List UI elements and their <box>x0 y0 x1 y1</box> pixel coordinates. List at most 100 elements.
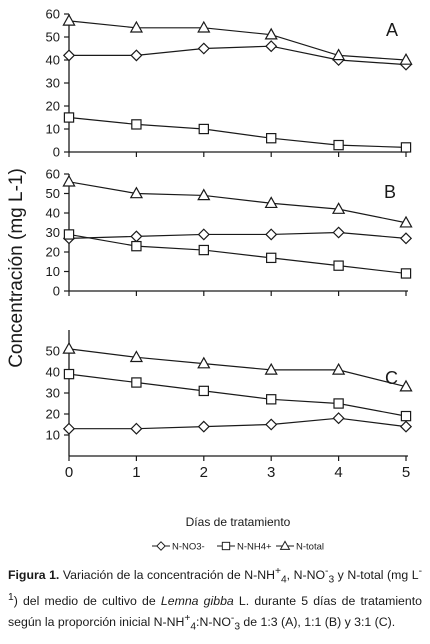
caption-sup: + <box>184 612 191 624</box>
figure-caption: Figura 1. Variación de la concentración … <box>8 563 422 635</box>
x-tick-label: 5 <box>402 464 410 481</box>
y-tick-label: 0 <box>53 145 60 160</box>
diamond-marker-4 <box>332 226 345 239</box>
square-marker-4 <box>333 260 344 271</box>
caption-text: , N-NO <box>286 568 326 583</box>
triangle-marker-3 <box>264 362 278 375</box>
triangle-marker-1 <box>129 350 144 363</box>
square-marker-3 <box>266 133 277 144</box>
y-tick-label: 40 <box>46 206 60 221</box>
square-marker-5 <box>400 268 412 279</box>
triangle-marker-4 <box>331 362 346 375</box>
legend-label: N-NH4+ <box>237 542 272 553</box>
triangle-marker-4 <box>331 48 346 61</box>
triangle-marker-2 <box>197 188 211 201</box>
series-line <box>68 231 407 239</box>
legend-label: N-NO3- <box>172 542 205 553</box>
diamond-marker-0 <box>62 49 76 62</box>
caption-label: Figura 1. <box>8 568 60 583</box>
diamond-marker-2 <box>197 228 210 241</box>
caption-sub: 4 <box>190 621 197 633</box>
y-tick-label: 10 <box>46 428 60 443</box>
triangle-marker-2 <box>197 356 211 369</box>
square-marker-1 <box>131 377 142 388</box>
square-marker-0 <box>63 229 75 240</box>
y-axis-label-main: Concentración (mg L-1) <box>6 168 27 368</box>
y-tick-label: 30 <box>46 225 60 240</box>
square-marker-5 <box>400 142 412 153</box>
square-marker-5 <box>400 410 412 422</box>
series-N-NO3- <box>62 226 413 245</box>
series-N-NH4+ <box>63 112 412 153</box>
y-tick-label: 20 <box>46 245 60 260</box>
diamond-marker-3 <box>265 228 278 241</box>
y-tick-label: 60 <box>46 167 60 182</box>
series-N-total <box>62 341 413 392</box>
triangle-marker-5 <box>399 215 413 228</box>
panel-C: 10 20 30 40 50 0 1 2 3 4 5 C <box>46 330 413 481</box>
y-tick-label: 30 <box>46 76 60 91</box>
caption-text: :N-NO <box>196 614 231 629</box>
series-N-total <box>62 174 413 228</box>
x-tick-label: 2 <box>200 464 208 481</box>
square-marker-1 <box>131 119 142 130</box>
square-marker-0 <box>63 112 75 123</box>
caption-text: Variación de la concentración de N-NH <box>59 568 275 583</box>
caption-sup: - <box>230 612 235 624</box>
y-tick-label: 60 <box>46 7 60 22</box>
diamond-marker-4 <box>332 412 345 425</box>
caption-text: L. durante 5 días de tratamiento según l… <box>8 593 422 629</box>
triangle-marker-legend <box>279 540 291 550</box>
caption-text: ) del medio de cultivo de <box>13 593 161 608</box>
y-tick-label: 50 <box>46 30 60 45</box>
triangle-marker-5 <box>399 379 413 392</box>
triangle-marker-0 <box>62 13 76 26</box>
diamond-marker-0 <box>62 422 76 435</box>
square-marker-2 <box>198 123 209 135</box>
diamond-marker-1 <box>130 49 143 62</box>
series-line <box>68 181 407 224</box>
series-N-NH4+ <box>63 368 412 422</box>
legend-item: N-NH4+ <box>217 542 272 553</box>
caption-sub: 3 <box>328 574 335 586</box>
y-tick-label: 10 <box>46 122 60 137</box>
square-marker-2 <box>198 385 209 397</box>
triangle-marker-1 <box>129 20 144 33</box>
legend-item: N-total <box>276 540 324 553</box>
caption-sub: 4 <box>280 574 287 586</box>
x-tick-label: 1 <box>132 464 140 481</box>
square-marker-legend <box>221 541 231 551</box>
diamond-marker-1 <box>130 422 143 435</box>
series-line <box>68 116 407 148</box>
triangle-marker-2 <box>197 20 211 33</box>
series-line <box>68 233 407 275</box>
x-tick-label: 4 <box>334 464 342 481</box>
triangle-marker-4 <box>331 202 346 214</box>
series-line <box>68 373 407 417</box>
panel-A: 0 10 20 30 40 50 60 A <box>46 7 413 160</box>
triangle-marker-3 <box>264 27 278 40</box>
caption-sup: + <box>274 566 281 577</box>
triangle-marker-0 <box>62 341 76 354</box>
y-tick-label: 0 <box>53 284 60 299</box>
diamond-marker-1 <box>130 230 143 243</box>
series-N-total <box>62 13 413 65</box>
panel-B: 0 10 20 30 40 50 60 B <box>46 167 413 299</box>
series-line <box>68 348 407 388</box>
y-tick-label: 20 <box>46 99 60 114</box>
panel-label: B <box>384 182 396 202</box>
caption-sup: -1 <box>8 566 422 603</box>
caption-sup: - <box>325 566 329 577</box>
caption-text: y N-total (mg L <box>334 568 419 583</box>
diamond-marker-5 <box>399 420 413 433</box>
panel-label: C <box>385 368 398 388</box>
y-tick-label: 10 <box>46 264 60 279</box>
x-tick-label: 0 <box>65 464 73 481</box>
series-N-NH4+ <box>63 229 412 279</box>
diamond-marker-2 <box>197 420 210 433</box>
y-tick-label: 50 <box>46 186 60 201</box>
series-N-NO3- <box>62 412 413 435</box>
panel-label: A <box>386 20 398 40</box>
legend-item: N-NO3- <box>152 541 205 553</box>
